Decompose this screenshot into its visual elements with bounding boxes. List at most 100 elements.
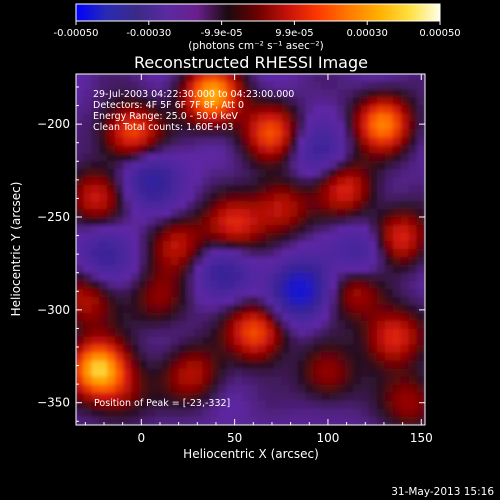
heatmap-cell [99,352,109,362]
heatmap-cell [305,209,315,219]
heatmap-cell [297,113,307,123]
heatmap-cell [408,272,418,282]
heatmap-cell [146,129,156,139]
heatmap-cell [202,129,212,139]
heatmap-cell [210,256,220,266]
heatmap-cell [178,296,188,306]
heatmap-cell [131,161,140,171]
heatmap-cell [416,209,425,219]
heatmap-cell [376,201,386,211]
heatmap-cell [273,161,283,171]
heatmap-cell [170,376,180,386]
heatmap-cell [146,280,156,290]
heatmap-cell [76,169,85,179]
heatmap-cell [218,74,228,83]
heatmap-cell [400,161,410,171]
heatmap-cell [76,384,85,394]
heatmap-cell [345,209,355,219]
heatmap-cell [186,209,196,219]
heatmap-cell [289,368,299,378]
heatmap-cell [305,153,315,163]
heatmap-cell [416,105,425,115]
heatmap-cell [376,145,386,155]
heatmap-cell [234,74,244,83]
heatmap-cell [265,416,275,425]
heatmap-cell [329,272,339,282]
heatmap-cell [146,145,156,155]
heatmap-cell [218,368,228,378]
heatmap-cell [281,233,291,243]
heatmap-cell [281,256,291,266]
heatmap-cell [226,185,236,195]
heatmap-cell [91,225,101,235]
heatmap-cell [242,249,251,258]
heatmap-cell [234,177,244,187]
heatmap-cell [337,145,347,155]
heatmap-cell [297,272,307,282]
heatmap-cell [170,392,180,402]
heatmap-cell [91,344,101,354]
heatmap-cell [257,392,267,402]
heatmap-cell [368,328,378,338]
heatmap-cell [170,328,180,338]
heatmap-cell [329,320,339,330]
info-line: 29-Jul-2003 04:22:30.000 to 04:23:00.000 [93,89,294,100]
heatmap-cell [345,121,355,131]
heatmap-cell [368,113,378,123]
heatmap-cell [392,288,402,298]
heatmap-cell [91,177,101,187]
heatmap-cell [400,249,410,258]
heatmap-cell [265,392,275,402]
heatmap-cell [202,137,212,147]
heatmap-cell [154,161,164,171]
heatmap-cell [305,352,315,362]
heatmap-cell [416,384,425,394]
heatmap-cell [186,121,196,131]
heatmap-cell [416,312,425,322]
heatmap-cell [154,249,164,258]
heatmap-cell [154,344,164,354]
heatmap-cell [146,336,156,346]
heatmap-cell [257,336,267,346]
heatmap-cell [107,312,117,322]
heatmap-cell [321,368,331,378]
heatmap-cell [297,185,307,195]
heatmap-cell [345,352,355,362]
heatmap-cell [83,312,93,322]
heatmap-cell [257,376,267,386]
heatmap-cell [234,241,244,250]
heatmap-cell [131,320,140,330]
heatmap-cell [281,336,291,346]
heatmap-cell [210,217,220,227]
heatmap-cell [186,304,196,314]
heatmap-cell [194,288,204,298]
heatmap-cell [107,113,117,123]
heatmap-cell [178,89,188,99]
heatmap-cell [368,193,378,203]
heatmap-cell [265,97,275,107]
heatmap-cell [115,217,125,227]
heatmap-cell [131,121,140,131]
heatmap-cell [154,360,164,370]
heatmap-cell [226,169,236,179]
heatmap-cell [305,376,315,386]
heatmap-cell [368,145,378,155]
heatmap-cell [107,233,117,243]
heatmap-cell [202,296,212,306]
heatmap-cell [242,97,251,107]
heatmap-cell [115,161,125,171]
heatmap-cell [289,304,299,314]
heatmap-cell [416,408,425,418]
heatmap-cell [186,193,196,203]
heatmap-cell [178,384,188,394]
heatmap-cell [329,97,339,107]
heatmap-cell [337,185,347,195]
heatmap-cell [131,113,140,123]
heatmap-cell [83,304,93,314]
heatmap-cell [384,249,394,258]
heatmap-cell [178,304,188,314]
heatmap-cell [353,376,363,386]
heatmap-cell [178,408,188,418]
heatmap-cell [400,209,410,219]
heatmap-cell [321,344,331,354]
